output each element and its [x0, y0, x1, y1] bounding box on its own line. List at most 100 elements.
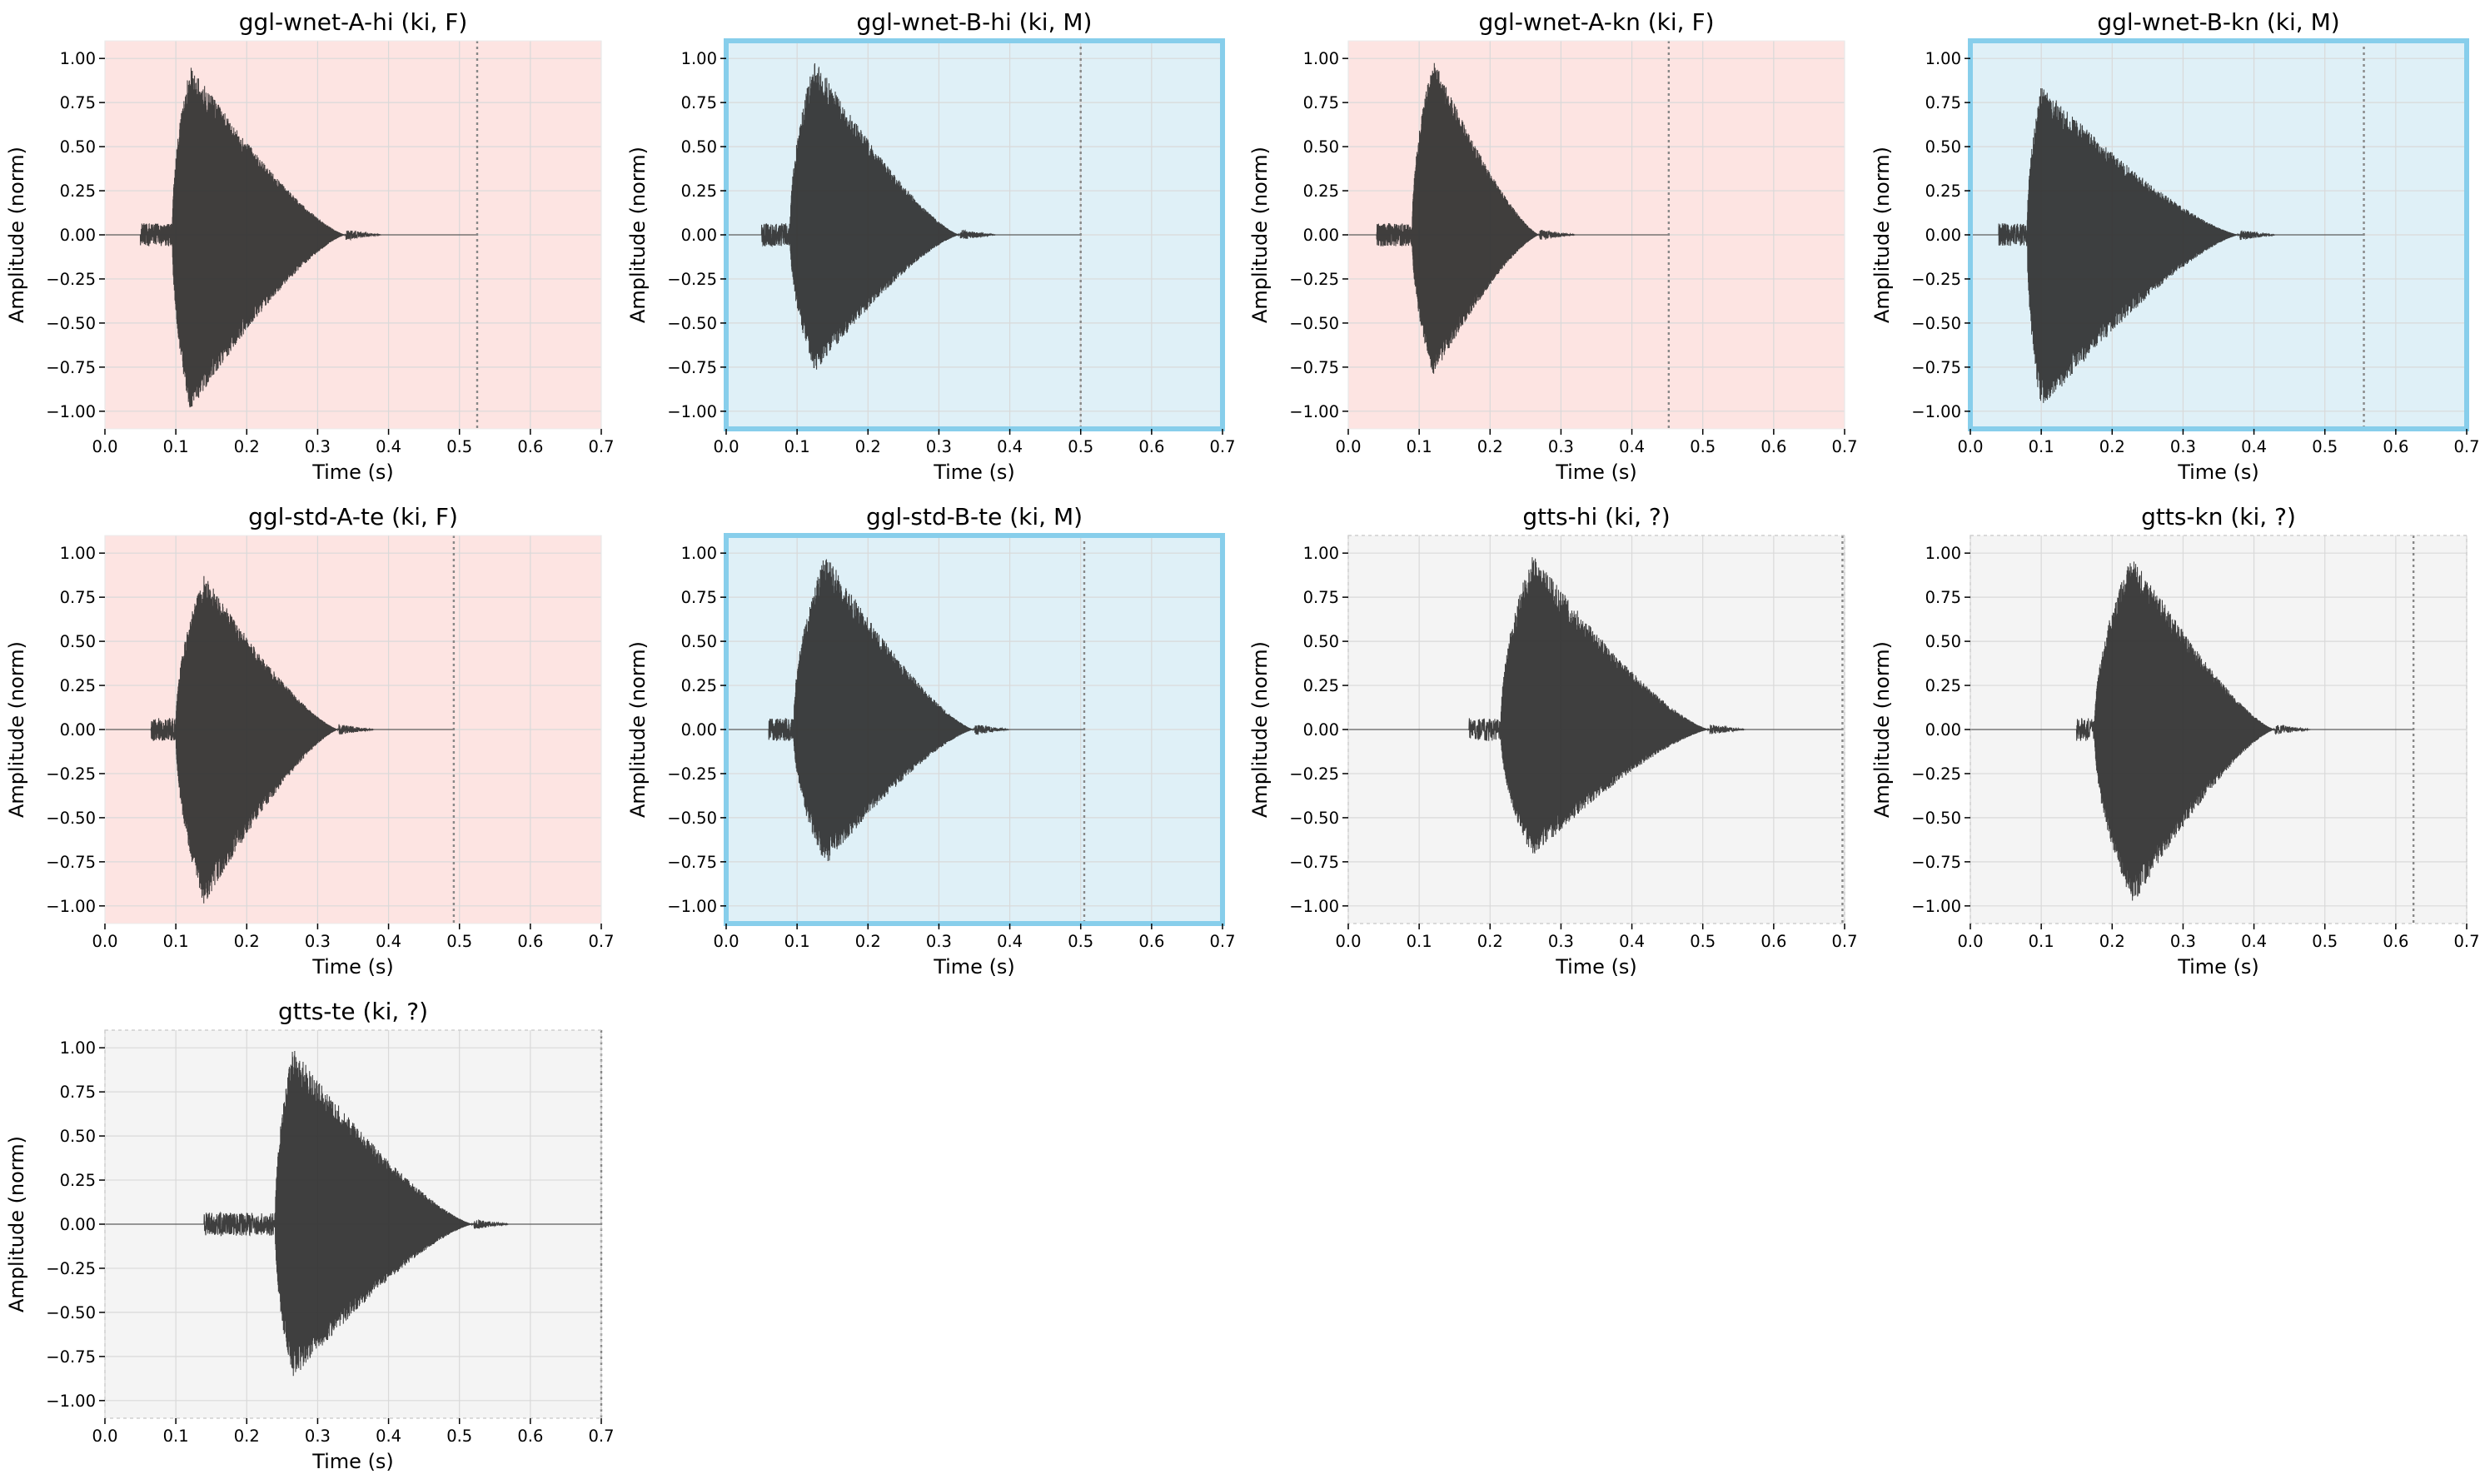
x-tick-label: 0.6: [517, 1427, 543, 1446]
y-tick-label: −1.00: [667, 402, 717, 421]
y-tick-label: −0.75: [46, 1347, 96, 1367]
x-axis-label: Time (s): [1555, 461, 1637, 484]
y-tick-label: 0.75: [1303, 93, 1339, 112]
waveform-line: [1970, 87, 2364, 403]
y-tick-label: −0.50: [1911, 809, 1961, 828]
y-tick-label: 0.50: [60, 1127, 96, 1146]
y-tick-label: −0.75: [46, 358, 96, 377]
subplot-title: gtts-te (ki, ?): [278, 998, 428, 1025]
y-tick-label: −0.50: [667, 314, 717, 333]
x-tick-label: 0.1: [163, 932, 189, 951]
x-axis-label: Time (s): [2177, 461, 2259, 484]
x-tick-label: 0.7: [2453, 932, 2479, 951]
y-tick-label: −1.00: [1289, 897, 1339, 916]
waveform-line: [726, 559, 1084, 861]
y-axis-label: Amplitude (norm): [5, 147, 28, 323]
x-tick-label: 0.0: [713, 437, 739, 456]
y-tick-label: −0.75: [1911, 358, 1961, 377]
x-tick-label: 0.1: [1407, 437, 1432, 456]
y-tick-label: 0.50: [1303, 632, 1339, 651]
x-tick-label: 0.4: [2241, 932, 2267, 951]
x-axis-label: Time (s): [311, 1450, 394, 1473]
x-tick-label: 0.7: [1209, 932, 1235, 951]
y-tick-label: −0.75: [1289, 853, 1339, 872]
x-tick-label: 0.7: [1209, 437, 1235, 456]
x-tick-label: 0.6: [1760, 932, 1786, 951]
y-tick-label: −1.00: [667, 897, 717, 916]
subplot-title: ggl-wnet-B-hi (ki, M): [857, 8, 1093, 36]
y-tick-label: 0.75: [1925, 93, 1961, 112]
x-tick-label: 0.3: [2170, 932, 2196, 951]
subplot-6: 0.0 0.1 0.2 0.3 0.4 0.5 0.6 0.7 −1.00 −0.75 −0.50 −…: [626, 503, 1236, 979]
y-tick-label: 0.00: [1303, 720, 1339, 740]
x-tick-label: 0.4: [376, 1427, 401, 1446]
y-tick-label: −1.00: [1911, 402, 1961, 421]
y-tick-label: 0.00: [1303, 226, 1339, 245]
x-tick-label: 0.0: [92, 1427, 117, 1446]
x-tick-label: 0.4: [1619, 932, 1645, 951]
x-tick-label: 0.4: [2241, 437, 2267, 456]
x-tick-label: 0.5: [1690, 932, 1716, 951]
y-tick-label: −0.25: [1911, 764, 1961, 784]
x-tick-label: 0.6: [1138, 932, 1164, 951]
y-tick-label: 1.00: [60, 544, 96, 563]
waveform-line: [105, 1051, 601, 1377]
x-tick-label: 0.7: [1831, 932, 1857, 951]
waveform-line: [1970, 561, 2414, 901]
x-tick-label: 0.3: [1548, 437, 1574, 456]
x-tick-label: 0.4: [376, 437, 401, 456]
waveform-line: [726, 62, 1081, 370]
y-axis-label: Amplitude (norm): [1870, 641, 1894, 818]
y-axis-label: Amplitude (norm): [626, 147, 650, 323]
subplot-2: 0.0 0.1 0.2 0.3 0.4 0.5 0.6 0.7 −1.00 −0.75 −0.50 −…: [626, 8, 1236, 484]
y-tick-label: −0.75: [46, 853, 96, 872]
x-tick-label: 0.1: [784, 932, 810, 951]
x-tick-label: 0.2: [234, 1427, 260, 1446]
x-tick-label: 0.1: [2029, 437, 2054, 456]
x-tick-label: 0.2: [855, 437, 881, 456]
x-tick-label: 0.2: [1477, 437, 1503, 456]
y-tick-label: 1.00: [60, 49, 96, 68]
subplot-title: gtts-hi (ki, ?): [1522, 503, 1670, 530]
y-tick-label: −0.50: [667, 809, 717, 828]
x-axis-label: Time (s): [2177, 955, 2259, 979]
x-tick-label: 0.6: [2383, 932, 2408, 951]
y-tick-label: 0.25: [1925, 182, 1961, 201]
x-tick-label: 0.3: [2170, 437, 2196, 456]
waveform-line: [105, 67, 477, 408]
x-tick-label: 0.1: [163, 437, 189, 456]
x-tick-label: 0.3: [1548, 932, 1574, 951]
x-tick-label: 0.3: [305, 437, 331, 456]
waveform-line: [1348, 62, 1669, 374]
x-axis-label: Time (s): [933, 955, 1015, 979]
subplot-title: ggl-std-A-te (ki, F): [248, 503, 458, 530]
y-tick-label: 0.00: [681, 720, 717, 740]
x-tick-label: 0.5: [1068, 437, 1093, 456]
waveform-line: [1348, 557, 1843, 854]
y-axis-label: Amplitude (norm): [1248, 641, 1272, 818]
y-tick-label: 1.00: [60, 1038, 96, 1058]
y-tick-label: 1.00: [1303, 544, 1339, 563]
y-tick-label: −0.75: [667, 853, 717, 872]
y-tick-label: 0.00: [1925, 226, 1961, 245]
y-tick-label: −0.25: [667, 270, 717, 289]
x-tick-label: 0.2: [2099, 932, 2125, 951]
subplot-title: ggl-wnet-A-kn (ki, F): [1478, 8, 1714, 36]
x-tick-label: 0.0: [1335, 437, 1361, 456]
y-tick-label: 0.75: [60, 1083, 96, 1102]
subplot-3: 0.0 0.1 0.2 0.3 0.4 0.5 0.6 0.7 −1.00 −0.75 −0.50 −…: [1248, 8, 1858, 484]
y-tick-label: 0.25: [681, 182, 717, 201]
y-tick-label: −0.25: [1289, 764, 1339, 784]
subplot-4: 0.0 0.1 0.2 0.3 0.4 0.5 0.6 0.7 −1.00 −0.75 −0.50 −…: [1870, 8, 2480, 484]
y-tick-label: −0.50: [46, 314, 96, 333]
x-tick-label: 0.0: [1957, 932, 1983, 951]
y-tick-label: 0.00: [1925, 720, 1961, 740]
y-tick-label: −0.75: [1911, 853, 1961, 872]
x-tick-label: 0.5: [446, 932, 472, 951]
y-tick-label: −0.25: [667, 764, 717, 784]
y-tick-label: 0.50: [60, 137, 96, 157]
y-tick-label: −0.75: [1289, 358, 1339, 377]
y-tick-label: 0.75: [681, 588, 717, 607]
x-tick-label: 0.5: [1068, 932, 1093, 951]
y-tick-label: 1.00: [1303, 49, 1339, 68]
